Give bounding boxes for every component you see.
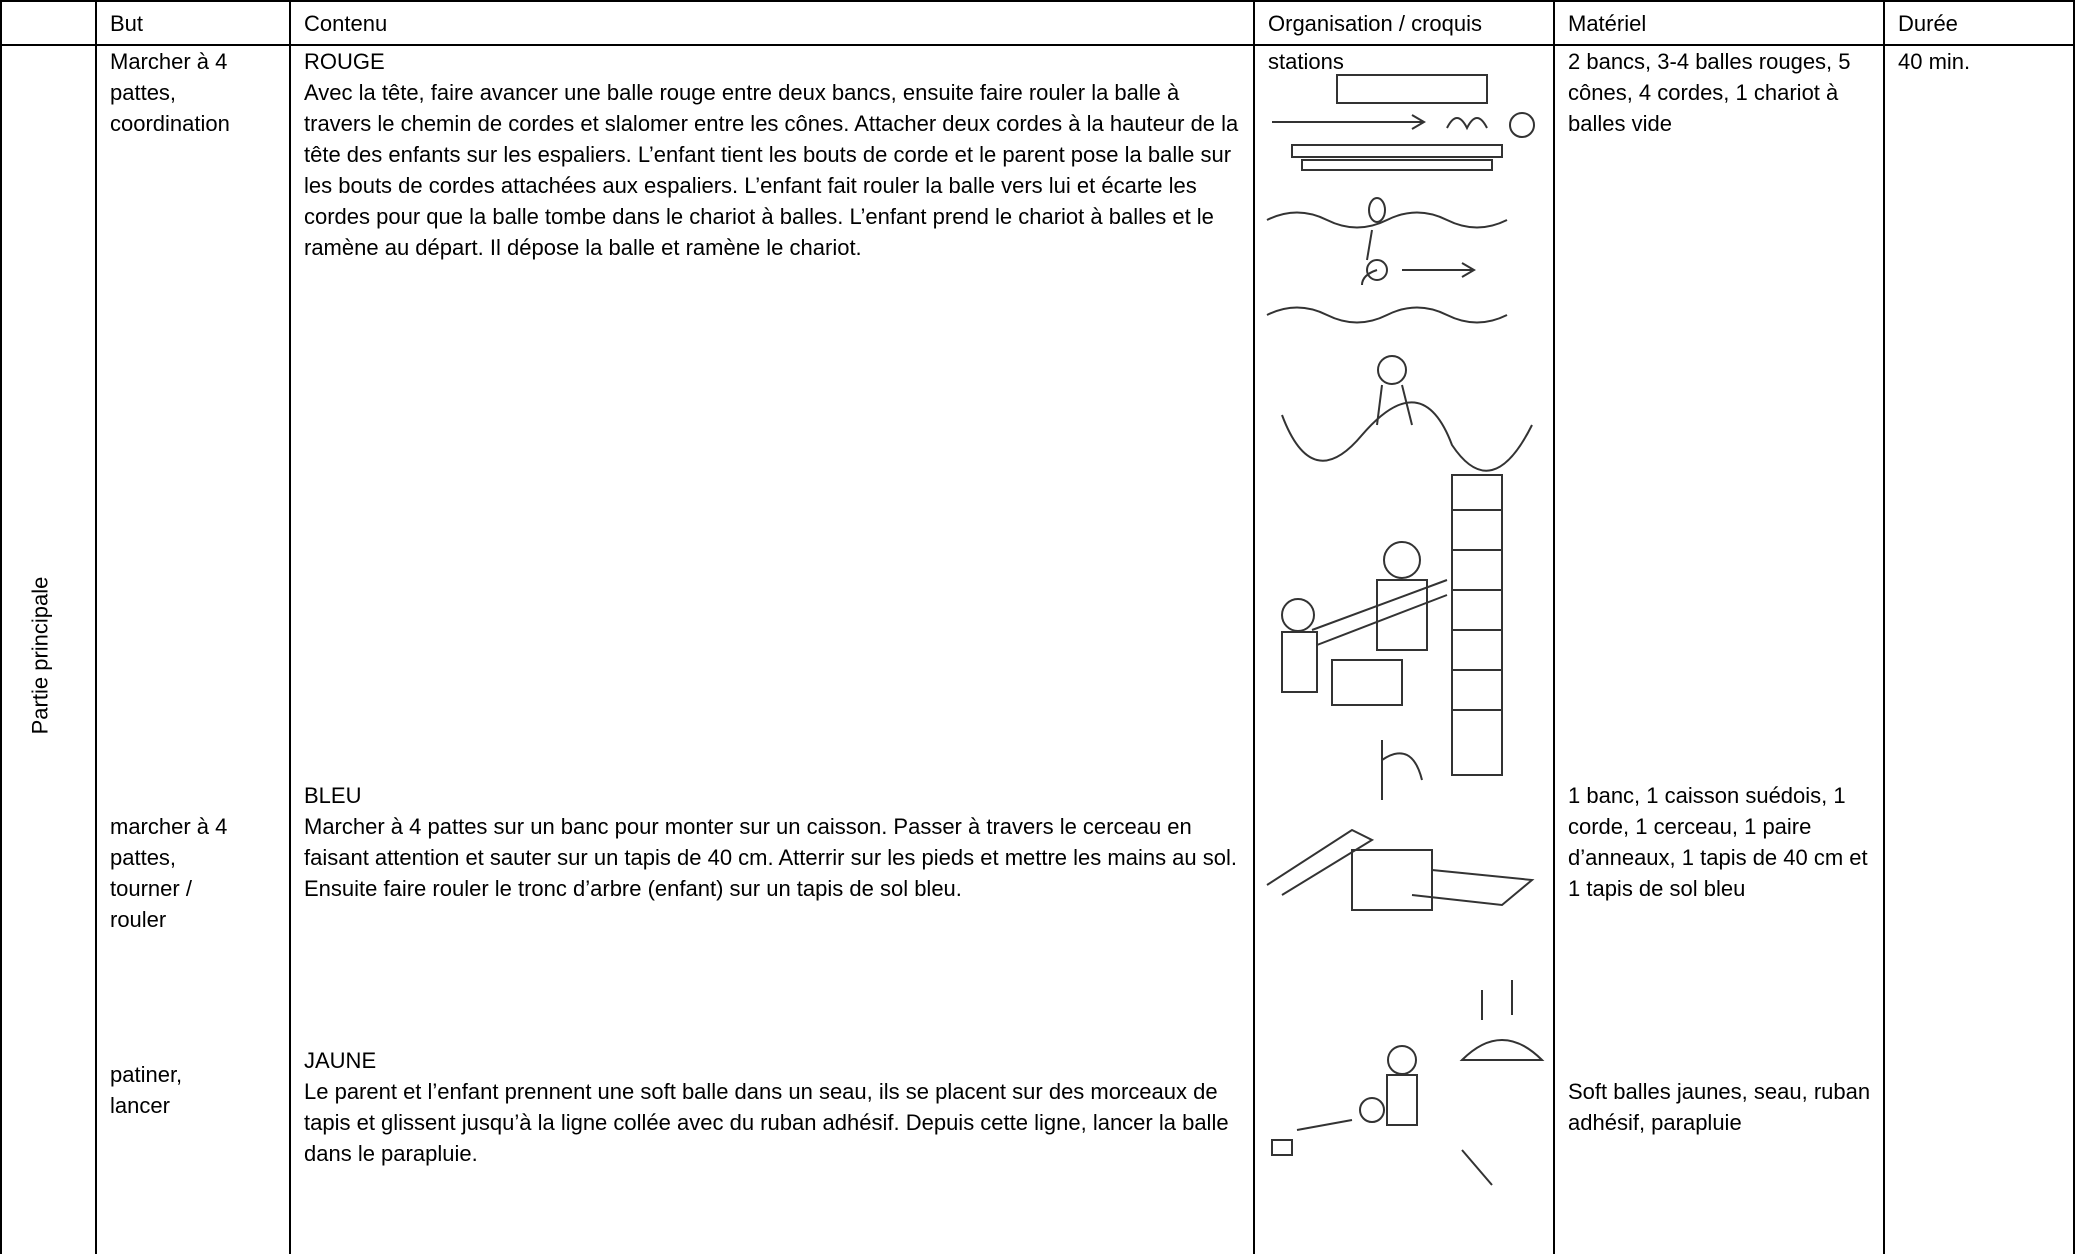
organisation: stations — [1268, 49, 1344, 74]
column-header: Matériel — [1568, 11, 1647, 36]
sketches — [1266, 74, 1545, 1186]
station-text: Avec la tête, faire avancer une balle ro… — [304, 80, 1239, 260]
column-header: Durée — [1898, 11, 1958, 36]
goal: marcher à 4 pattes, tourner / rouler — [110, 814, 228, 932]
rule — [0, 44, 2075, 46]
station-title: JAUNE — [304, 1048, 377, 1073]
rule — [95, 0, 97, 1254]
rule — [1883, 0, 1885, 1254]
rule — [1553, 0, 1555, 1254]
rule — [289, 0, 291, 1254]
rule — [1253, 0, 1255, 1254]
station-text: Le parent et l’enfant prennent une soft … — [304, 1079, 1229, 1166]
station-title: ROUGE — [304, 49, 385, 74]
goal: Marcher à 4 pattes, coordination — [110, 49, 230, 136]
goal: patiner, lancer — [110, 1062, 183, 1118]
rule — [0, 0, 2, 1254]
rule — [2073, 0, 2075, 1254]
station-title: BLEU — [304, 783, 362, 808]
station-text: Marcher à 4 pattes sur un banc pour mont… — [304, 814, 1238, 901]
section-label: Partie principale — [27, 576, 53, 735]
rule — [0, 0, 2075, 2]
material: Soft balles jaunes, seau, ruban adhésif,… — [1568, 1079, 1871, 1135]
material: 1 banc, 1 caisson suédois, 1 corde, 1 ce… — [1568, 783, 1868, 901]
duration: 40 min. — [1898, 49, 1971, 74]
column-header: But — [110, 11, 144, 36]
column-header: Organisation / croquis — [1268, 11, 1482, 36]
material: 2 bancs, 3-4 balles rouges, 5 cônes, 4 c… — [1568, 49, 1851, 136]
column-header: Contenu — [304, 11, 388, 36]
